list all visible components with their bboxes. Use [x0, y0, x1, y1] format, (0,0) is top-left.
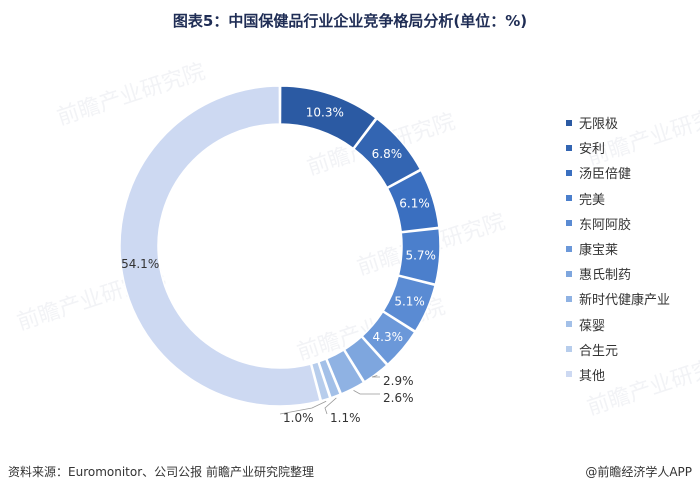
- legend-label: 无限极: [579, 117, 619, 133]
- legend-item: 东阿阿胶: [566, 211, 670, 236]
- legend-swatch: [566, 195, 572, 202]
- legend-label: 东阿阿胶: [579, 217, 632, 233]
- donut-slice-10: [310, 360, 331, 402]
- leader-line: [324, 397, 337, 415]
- donut-slice-5: [382, 275, 436, 333]
- leader-line: [371, 375, 380, 378]
- data-label: 4.3%: [373, 330, 404, 344]
- donut-slice-1: [279, 85, 378, 150]
- legend-label: 葆婴: [579, 318, 606, 334]
- donut-slice-9: [317, 358, 342, 399]
- legend-item: 完美: [566, 186, 670, 211]
- legend-swatch: [566, 220, 572, 227]
- legend-label: 康宝莱: [579, 243, 619, 259]
- data-label: 6.1%: [399, 197, 430, 211]
- legend-label: 合生元: [579, 343, 619, 359]
- data-label: 54.1%: [121, 257, 159, 271]
- legend-swatch: [566, 270, 572, 277]
- donut-slice-6: [361, 310, 416, 366]
- legend-item: 惠氏制药: [566, 261, 670, 286]
- legend-swatch: [566, 245, 572, 252]
- legend-label: 安利: [579, 142, 606, 158]
- legend-item: 康宝莱: [566, 236, 670, 261]
- chart-title: 图表5：中国保健品行业企业竞争格局分析(单位：%): [172, 12, 528, 30]
- leader-line: [279, 400, 327, 415]
- brand-note: @前瞻经济学人APP: [585, 465, 692, 479]
- legend-label: 惠氏制药: [579, 268, 632, 284]
- legend-label: 其他: [579, 368, 606, 384]
- donut-slice-3: [386, 169, 440, 233]
- legend-item: 其他: [566, 362, 670, 387]
- data-label-group: 10.3% 6.8% 6.1% 5.7% 5.1% 4.3% 2.9% 2.6% 1.1% 1.0…: [121, 105, 436, 425]
- donut-slice-7: [343, 335, 388, 383]
- legend-item: 新时代健康产业: [566, 286, 670, 311]
- legend-swatch: [566, 119, 572, 126]
- legend-label: 汤臣倍健: [579, 167, 632, 183]
- legend-label: 新时代健康产业: [579, 293, 671, 309]
- donut-slice-8: [325, 349, 365, 395]
- data-label: 5.1%: [394, 295, 425, 309]
- legend-swatch: [566, 346, 572, 353]
- data-label: 5.7%: [405, 248, 436, 262]
- legend-item: 汤臣倍健: [566, 160, 670, 185]
- legend-swatch: [566, 321, 572, 328]
- legend: 无限极安利汤臣倍健完美东阿阿胶康宝莱惠氏制药新时代健康产业 葆婴合生元其他: [566, 110, 670, 387]
- legend-item: 无限极: [566, 110, 670, 135]
- data-label: 6.8%: [372, 147, 403, 161]
- source-note: 资料来源：Euromonitor、公司公报 前瞻产业研究院整理: [8, 465, 314, 479]
- legend-swatch: [566, 295, 572, 302]
- legend-label: 完美: [579, 192, 606, 208]
- donut-slice-11: [119, 85, 322, 407]
- legend-item: 合生元: [566, 337, 670, 362]
- data-label: 1.1%: [330, 411, 361, 425]
- leader-lines: [279, 375, 380, 415]
- legend-item: 葆婴: [566, 312, 670, 337]
- donut-slice-4: [397, 227, 441, 286]
- data-label: 2.9%: [383, 374, 414, 388]
- legend-swatch: [566, 144, 572, 151]
- donut-slice-2: [352, 117, 422, 189]
- data-label: 1.0%: [283, 411, 314, 425]
- legend-swatch: [566, 371, 572, 378]
- data-label: 2.6%: [383, 391, 414, 405]
- slice-group: [119, 85, 441, 407]
- legend-item: 安利: [566, 135, 670, 160]
- data-label: 10.3%: [306, 105, 344, 119]
- legend-swatch: [566, 169, 572, 176]
- leader-line: [353, 389, 380, 395]
